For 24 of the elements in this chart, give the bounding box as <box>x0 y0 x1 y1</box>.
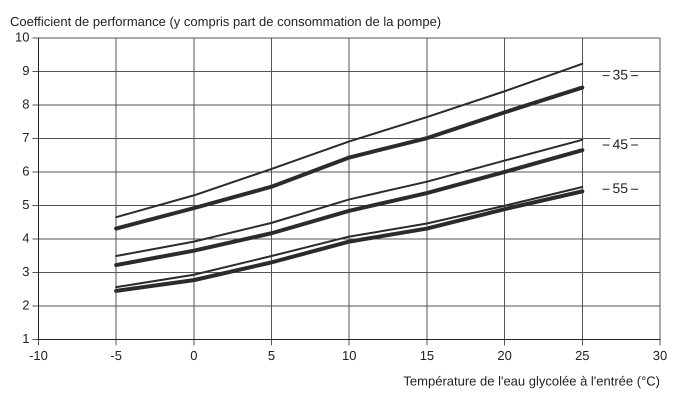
x-axis-title: Température de l'eau glycolée à l'entrée (°C) <box>403 373 660 388</box>
y-tick-label: 9 <box>22 63 30 78</box>
x-tick-label: 10 <box>342 348 356 363</box>
x-tick-label: 0 <box>190 348 198 363</box>
x-tick-label: 30 <box>652 348 668 363</box>
x-tick-label: 15 <box>420 348 434 363</box>
y-tick-label: 4 <box>22 230 30 246</box>
x-tick-label: -10 <box>29 348 48 363</box>
x-tick-label: -5 <box>110 348 122 363</box>
annotation: 35 <box>612 66 628 83</box>
annotation: 55 <box>612 180 628 196</box>
y-axis-title: Coefficient de performance (y compris part de consommation de la pompe) <box>10 14 442 29</box>
x-tick-label: 20 <box>497 348 512 363</box>
y-tick-label: 2 <box>22 297 30 312</box>
y-tick-label: 7 <box>22 130 30 146</box>
y-tick-label: 10 <box>14 30 30 45</box>
y-tick-label: 1 <box>22 330 30 346</box>
y-tick-label: 6 <box>22 164 30 179</box>
y-tick-label: 3 <box>22 264 30 279</box>
y-tick-label: 8 <box>22 96 30 112</box>
x-tick-label: 5 <box>268 348 276 363</box>
x-tick-label: 25 <box>575 348 590 363</box>
y-tick-label: 5 <box>22 197 30 212</box>
annotation: 45 <box>612 136 628 152</box>
